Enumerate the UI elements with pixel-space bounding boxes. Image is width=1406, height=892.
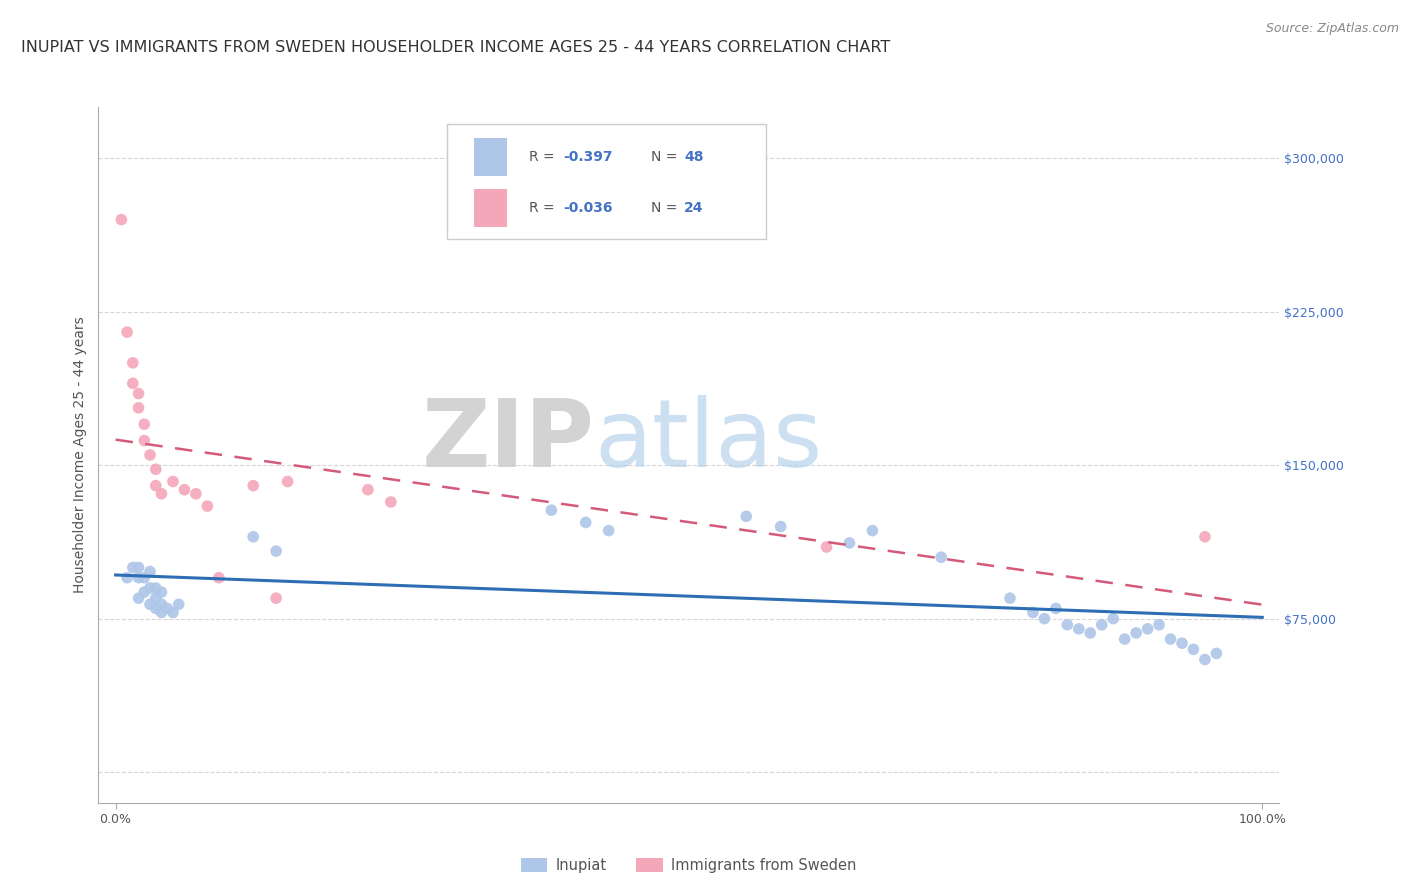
Point bbox=[139, 581, 162, 595]
Point bbox=[184, 487, 207, 501]
Point bbox=[150, 606, 173, 620]
Text: -0.397: -0.397 bbox=[564, 150, 613, 164]
Point bbox=[815, 540, 838, 554]
Point bbox=[598, 524, 620, 538]
Point bbox=[110, 212, 132, 227]
Y-axis label: Householder Income Ages 25 - 44 years: Householder Income Ages 25 - 44 years bbox=[73, 317, 87, 593]
Text: INUPIAT VS IMMIGRANTS FROM SWEDEN HOUSEHOLDER INCOME AGES 25 - 44 YEARS CORRELAT: INUPIAT VS IMMIGRANTS FROM SWEDEN HOUSEH… bbox=[21, 40, 890, 55]
Point bbox=[242, 478, 264, 492]
Point bbox=[735, 509, 758, 524]
Point bbox=[139, 597, 162, 611]
Point bbox=[150, 487, 173, 501]
Point bbox=[1205, 647, 1227, 661]
Point bbox=[134, 571, 156, 585]
Legend: Inupiat, Immigrants from Sweden: Inupiat, Immigrants from Sweden bbox=[515, 853, 863, 879]
Text: R =: R = bbox=[530, 150, 555, 164]
FancyBboxPatch shape bbox=[474, 138, 508, 177]
Point bbox=[1102, 612, 1125, 626]
Point bbox=[208, 571, 231, 585]
Point bbox=[150, 585, 173, 599]
Point bbox=[145, 462, 167, 476]
Point bbox=[264, 544, 287, 558]
Point bbox=[145, 581, 167, 595]
Point bbox=[156, 601, 179, 615]
Point bbox=[145, 591, 167, 606]
Point bbox=[277, 475, 299, 489]
Text: ZIP: ZIP bbox=[422, 395, 595, 487]
Point bbox=[357, 483, 380, 497]
Point bbox=[134, 434, 156, 448]
Point bbox=[121, 560, 143, 574]
Text: R =: R = bbox=[530, 201, 555, 215]
Point bbox=[1091, 617, 1114, 632]
Point bbox=[128, 560, 150, 574]
Point bbox=[145, 478, 167, 492]
Point bbox=[162, 606, 184, 620]
Text: 24: 24 bbox=[685, 201, 704, 215]
Point bbox=[121, 356, 143, 370]
Point bbox=[264, 591, 287, 606]
Point bbox=[121, 376, 143, 391]
Point bbox=[128, 591, 150, 606]
Point bbox=[860, 524, 883, 538]
Point bbox=[115, 571, 138, 585]
FancyBboxPatch shape bbox=[447, 124, 766, 239]
Point bbox=[1147, 617, 1170, 632]
Point bbox=[1045, 601, 1067, 615]
Point bbox=[1114, 632, 1136, 646]
Point bbox=[128, 401, 150, 415]
Point bbox=[128, 386, 150, 401]
Point bbox=[1194, 530, 1216, 544]
Text: N =: N = bbox=[651, 201, 678, 215]
Point bbox=[139, 565, 162, 579]
Point bbox=[1056, 617, 1078, 632]
FancyBboxPatch shape bbox=[474, 189, 508, 227]
Point bbox=[115, 325, 138, 339]
Point bbox=[380, 495, 402, 509]
Point bbox=[1171, 636, 1194, 650]
Point bbox=[134, 585, 156, 599]
Point bbox=[1136, 622, 1159, 636]
Point bbox=[769, 519, 792, 533]
Point bbox=[145, 601, 167, 615]
Text: Source: ZipAtlas.com: Source: ZipAtlas.com bbox=[1265, 22, 1399, 36]
Point bbox=[167, 597, 190, 611]
Point bbox=[162, 475, 184, 489]
Point bbox=[929, 550, 952, 565]
Point bbox=[128, 571, 150, 585]
Text: -0.036: -0.036 bbox=[564, 201, 613, 215]
Point bbox=[1182, 642, 1205, 657]
Point bbox=[838, 536, 860, 550]
Point bbox=[242, 530, 264, 544]
Point bbox=[1125, 626, 1147, 640]
Point bbox=[998, 591, 1021, 606]
Point bbox=[173, 483, 195, 497]
Point bbox=[540, 503, 562, 517]
Point bbox=[1067, 622, 1090, 636]
Text: atlas: atlas bbox=[595, 395, 823, 487]
Point bbox=[1160, 632, 1182, 646]
Point bbox=[150, 597, 173, 611]
Point bbox=[1078, 626, 1101, 640]
Point bbox=[1194, 652, 1216, 666]
Point bbox=[575, 516, 598, 530]
Text: N =: N = bbox=[651, 150, 678, 164]
Point bbox=[139, 448, 162, 462]
Text: 48: 48 bbox=[685, 150, 704, 164]
Point bbox=[134, 417, 156, 432]
Point bbox=[1022, 606, 1045, 620]
Point bbox=[1033, 612, 1056, 626]
Point bbox=[195, 499, 218, 513]
